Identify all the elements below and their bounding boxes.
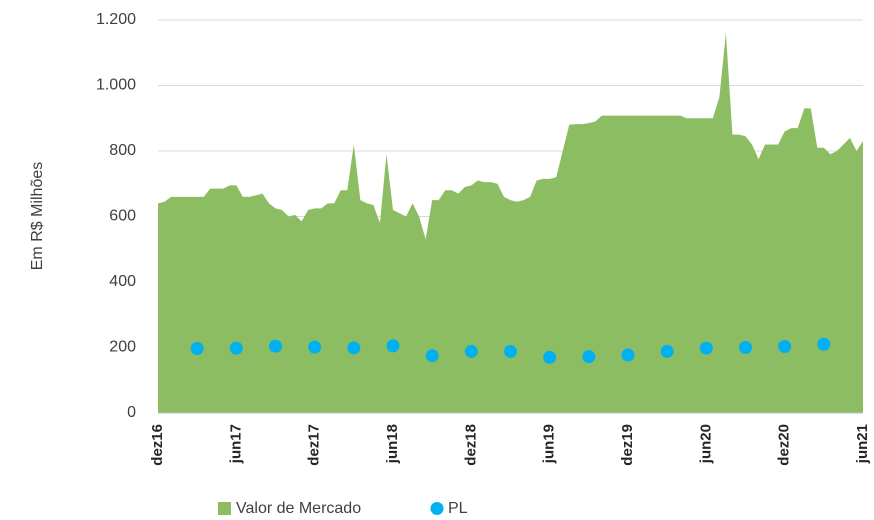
y-tick-label: 200 <box>109 339 136 356</box>
pl-point <box>660 344 674 358</box>
pl-point <box>425 349 439 363</box>
pl-point <box>621 348 635 362</box>
legend-label: PL <box>448 500 468 517</box>
x-tick-label: dez16 <box>149 424 166 466</box>
pl-point <box>308 340 322 354</box>
x-tick-label: dez19 <box>619 424 636 466</box>
legend-label: Valor de Mercado <box>236 500 361 517</box>
pl-point <box>699 341 713 355</box>
x-tick-label: jun19 <box>541 424 558 464</box>
y-tick-label: 800 <box>109 142 136 159</box>
y-tick-label: 1.200 <box>96 11 136 28</box>
pl-point <box>582 350 596 364</box>
pl-point <box>817 337 831 351</box>
y-tick-label: 400 <box>109 273 136 290</box>
pl-point <box>269 339 282 353</box>
x-tick-label: dez20 <box>776 424 793 466</box>
pl-point <box>778 340 792 354</box>
pl-point <box>229 341 243 355</box>
y-axis-label: Em R$ Milhões <box>29 162 46 270</box>
y-tick-label: 0 <box>127 404 136 421</box>
y-tick-label: 1.000 <box>96 77 136 94</box>
pl-point <box>464 344 478 358</box>
pl-point <box>386 339 400 353</box>
x-tick-label: jun20 <box>697 424 714 464</box>
pl-point <box>739 341 752 354</box>
pl-point <box>347 341 361 355</box>
x-tick-label: dez17 <box>306 424 323 466</box>
legend-swatch <box>218 502 231 515</box>
legend-swatch <box>430 502 444 515</box>
x-tick-label: jun18 <box>384 424 401 464</box>
x-tick-label: dez18 <box>462 424 479 466</box>
pl-point <box>190 341 204 355</box>
pl-point <box>543 350 557 364</box>
pl-point <box>504 344 517 358</box>
market-value-area <box>158 33 863 413</box>
y-tick-label: 600 <box>109 208 136 225</box>
x-tick-label: jun21 <box>854 424 871 464</box>
x-tick-label: jun17 <box>227 424 244 464</box>
